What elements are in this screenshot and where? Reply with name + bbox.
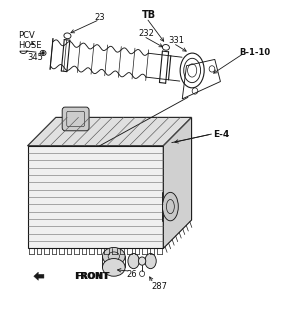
Text: FRONT: FRONT (74, 272, 109, 281)
Ellipse shape (102, 259, 125, 276)
Text: FRONT: FRONT (75, 272, 110, 281)
Polygon shape (34, 272, 44, 280)
Polygon shape (28, 117, 192, 146)
Circle shape (42, 52, 44, 54)
Ellipse shape (145, 253, 156, 269)
Circle shape (138, 257, 146, 265)
Text: 331: 331 (168, 36, 184, 45)
Polygon shape (28, 146, 163, 248)
FancyBboxPatch shape (62, 107, 89, 131)
Text: 23: 23 (94, 13, 105, 22)
Text: TB: TB (142, 10, 156, 20)
Ellipse shape (128, 253, 139, 269)
Text: 345: 345 (28, 53, 43, 62)
Text: 287: 287 (151, 282, 167, 291)
Text: E-4: E-4 (213, 130, 229, 139)
Text: 232: 232 (138, 29, 154, 38)
Polygon shape (163, 117, 192, 248)
Text: 26: 26 (127, 270, 137, 279)
Ellipse shape (102, 247, 125, 265)
Text: B-1-10: B-1-10 (240, 48, 271, 57)
Text: PCV
HOSE: PCV HOSE (18, 31, 41, 50)
Ellipse shape (162, 192, 178, 221)
